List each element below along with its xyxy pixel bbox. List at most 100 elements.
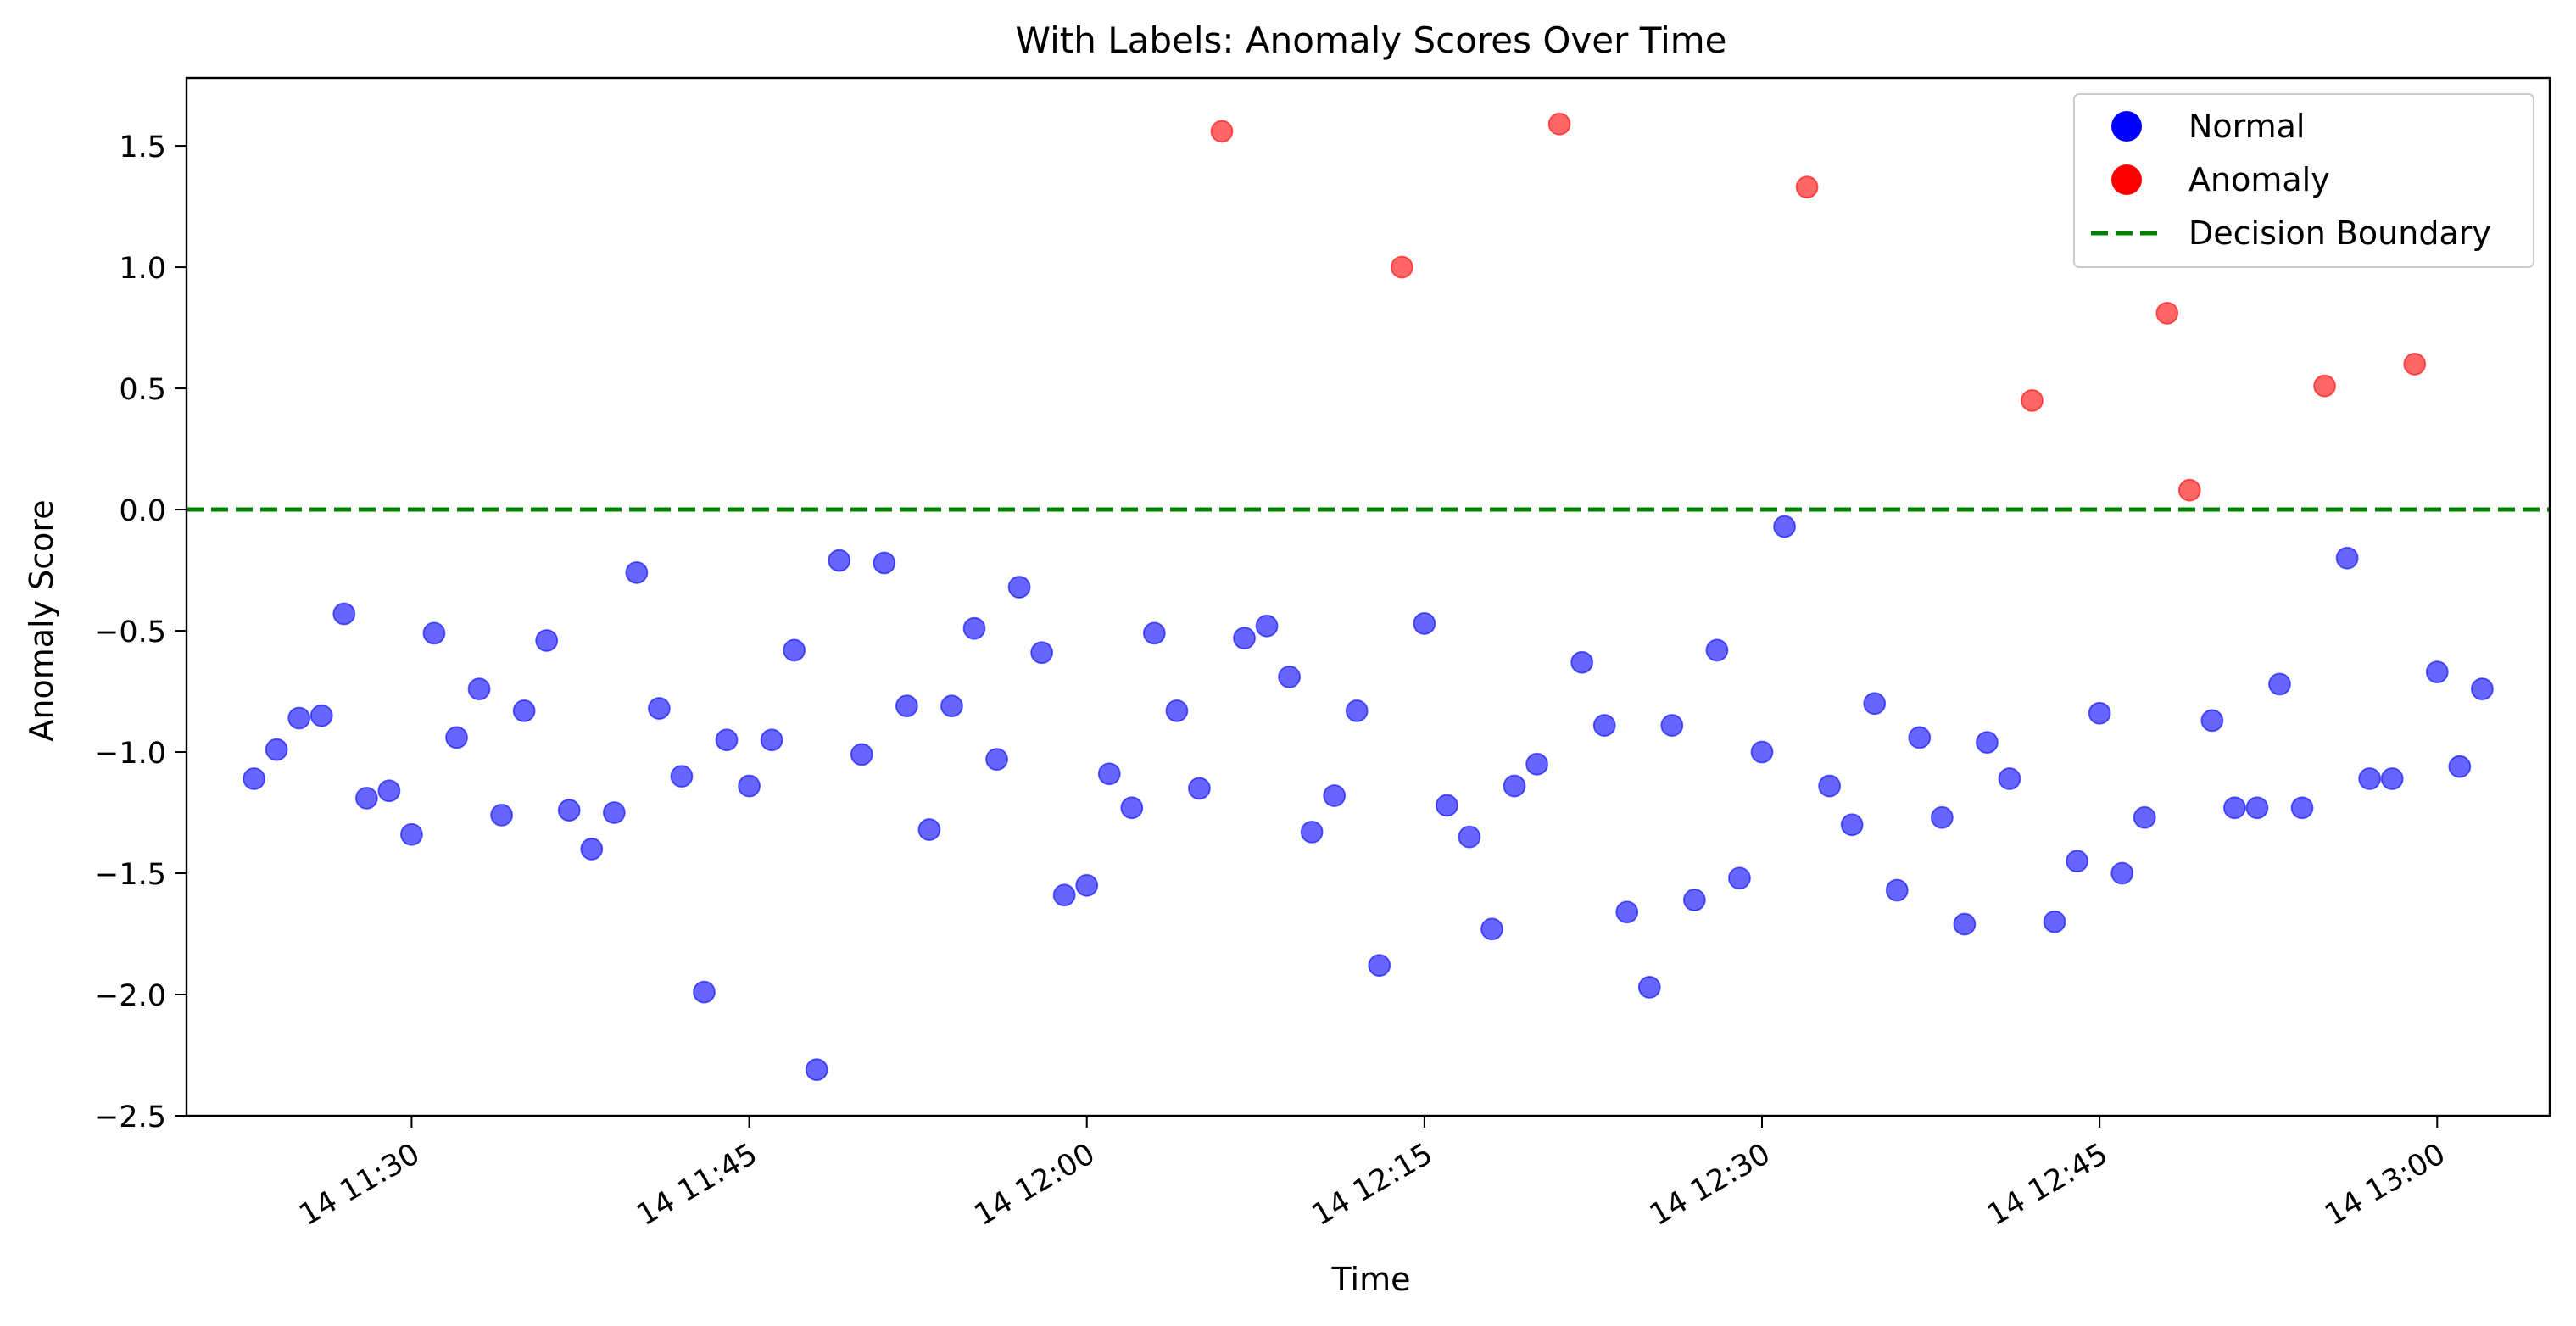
normal-point (1278, 665, 1301, 688)
normal-point (625, 561, 649, 584)
normal-point (1007, 576, 1031, 599)
normal-point (1863, 692, 1887, 716)
normal-point (1255, 614, 1279, 638)
normal-point (467, 677, 491, 701)
normal-point (1592, 714, 1616, 737)
chart-title: With Labels: Anomaly Scores Over Time (1016, 20, 1727, 61)
normal-point (760, 728, 783, 752)
normal-point (2245, 796, 2269, 820)
normal-point (1885, 878, 1909, 902)
normal-point (377, 779, 401, 803)
legend-label-normal: Normal (2188, 108, 2306, 145)
normal-point (1953, 912, 1977, 936)
normal-point (1660, 714, 1684, 737)
normal-point (1998, 767, 2021, 790)
normal-point (985, 748, 1008, 772)
legend-marker-normal (2111, 111, 2142, 142)
y-tick-label: −2.0 (94, 979, 166, 1013)
normal-point (2110, 861, 2134, 885)
y-tick-label: 1.0 (119, 252, 166, 286)
normal-point (2290, 796, 2314, 820)
legend-label-decision-boundary: Decision Boundary (2188, 214, 2491, 252)
normal-point (400, 822, 423, 846)
normal-point (2088, 701, 2111, 725)
normal-point (332, 602, 356, 626)
normal-point (1908, 726, 1932, 749)
normal-point (512, 699, 536, 722)
legend: Normal Anomaly Decision Boundary (2073, 93, 2534, 268)
normal-point (265, 738, 288, 761)
normal-point (940, 694, 963, 718)
normal-point (1976, 731, 1999, 754)
normal-point (1818, 774, 1842, 798)
normal-point (1052, 883, 1076, 907)
normal-point (1413, 612, 1436, 635)
normal-point (1120, 796, 1144, 820)
normal-point (1142, 621, 1166, 645)
y-tick-label: −1.0 (94, 737, 166, 771)
legend-label-anomaly: Anomaly (2188, 161, 2330, 198)
normal-point (648, 697, 671, 720)
normal-point (1188, 777, 1211, 800)
normal-point (2335, 546, 2359, 570)
anomaly-point (2155, 302, 2179, 325)
normal-point (1637, 976, 1661, 999)
normal-point (2043, 910, 2066, 933)
normal-point (1075, 873, 1099, 897)
y-tick-label: −2.5 (94, 1100, 166, 1134)
normal-point (2133, 805, 2156, 829)
normal-point (670, 765, 694, 788)
normal-point (828, 549, 851, 572)
normal-point (2380, 767, 2404, 790)
normal-point (1097, 762, 1121, 786)
normal-point (354, 786, 378, 810)
y-tick-label: 1.5 (119, 131, 166, 164)
normal-point (1233, 627, 1256, 650)
normal-point (1323, 784, 1347, 807)
normal-point (2448, 755, 2472, 778)
normal-point (2222, 796, 2246, 820)
anomaly-point (1210, 120, 1234, 143)
normal-point (490, 803, 513, 827)
normal-point (1030, 641, 1054, 665)
normal-point (1682, 889, 1706, 911)
normal-point (535, 629, 559, 652)
normal-point (895, 694, 918, 718)
normal-point (738, 774, 761, 798)
normal-point (309, 704, 333, 727)
anomaly-point (2313, 374, 2336, 398)
normal-point (850, 743, 873, 766)
normal-point (1705, 638, 1729, 662)
legend-frame (2073, 93, 2534, 268)
anomaly-series (1210, 112, 2427, 502)
normal-point (2268, 672, 2291, 696)
normal-point (2358, 767, 2382, 790)
y-tick-label: 0.5 (119, 373, 166, 407)
anomaly-point (1547, 112, 1571, 136)
normal-point (287, 706, 311, 730)
normal-point (243, 767, 266, 790)
normal-point (1773, 515, 1796, 538)
normal-point (1570, 650, 1594, 674)
y-tick-label: 0.0 (119, 494, 166, 528)
normal-point (2425, 660, 2449, 684)
normal-point (1165, 699, 1189, 722)
normal-point (917, 818, 941, 841)
legend-marker-anomaly (2111, 164, 2142, 195)
x-axis-label: Time (1331, 1261, 1411, 1298)
normal-point (557, 799, 581, 822)
normal-point (1750, 740, 1774, 764)
y-tick-label: −0.5 (94, 616, 166, 649)
normal-point (1480, 917, 1503, 941)
normal-point (1436, 794, 1458, 817)
normal-point (962, 616, 986, 640)
normal-point (2066, 850, 2089, 873)
normal-point (693, 980, 716, 1004)
normal-point (1615, 900, 1639, 924)
normal-point (1345, 699, 1369, 722)
anomaly-point (2403, 353, 2427, 376)
normal-point (1930, 805, 1954, 829)
normal-point (2200, 709, 2224, 733)
normal-point (1300, 821, 1324, 844)
